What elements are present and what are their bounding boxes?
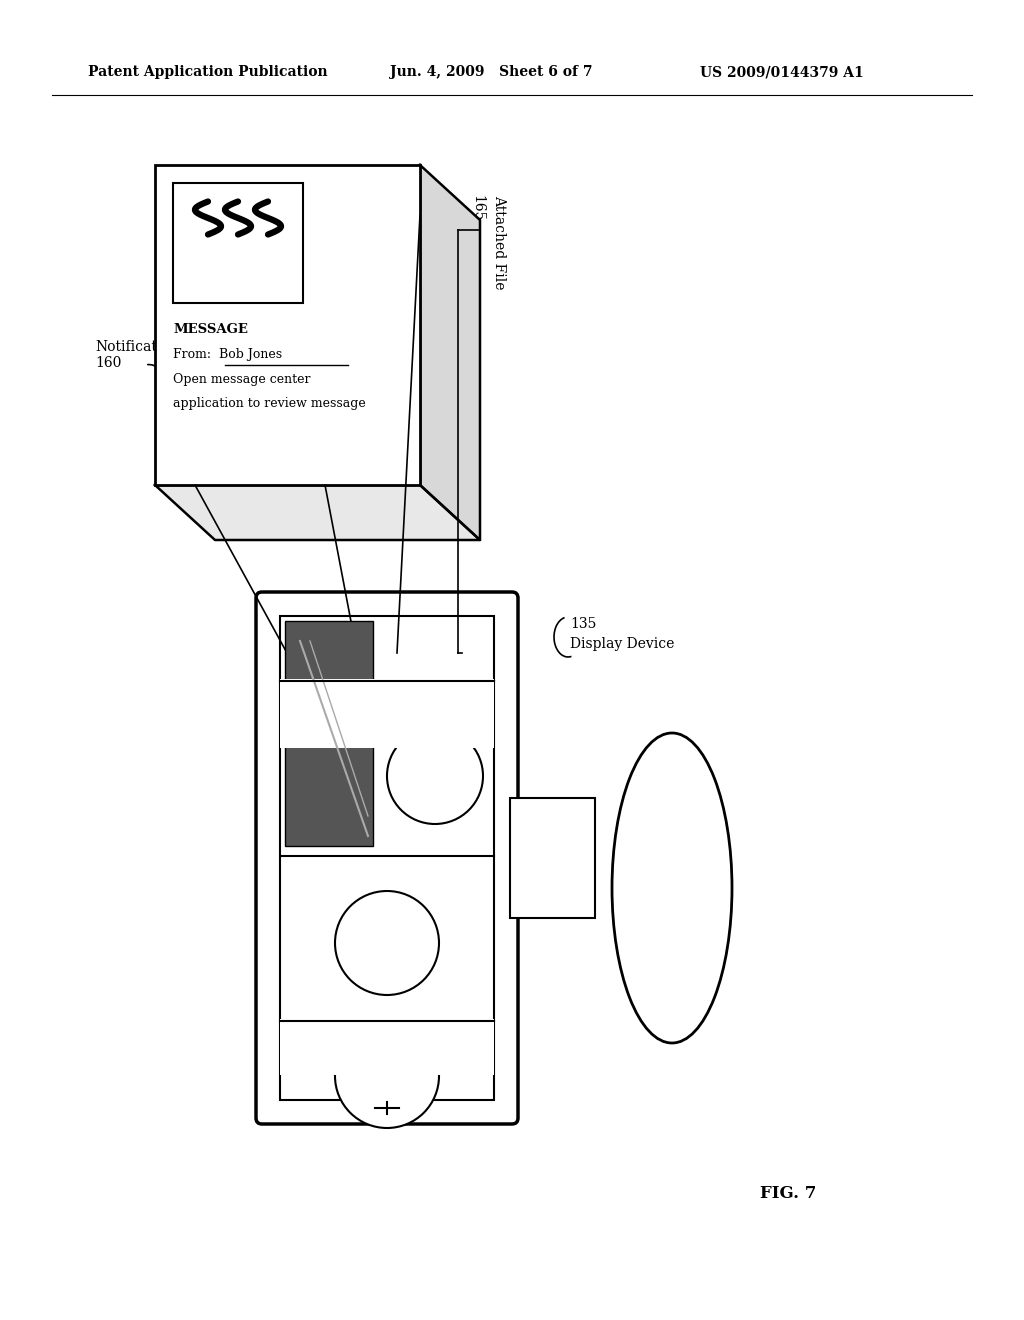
- Polygon shape: [155, 484, 480, 540]
- Ellipse shape: [612, 733, 732, 1043]
- Text: FIG. 7: FIG. 7: [760, 1185, 816, 1203]
- Text: Open message center: Open message center: [173, 374, 310, 385]
- Bar: [280, 616, 494, 1100]
- Text: Display Device: Display Device: [570, 638, 675, 651]
- Bar: [280, 1019, 494, 1074]
- Circle shape: [387, 729, 483, 824]
- Bar: [173, 183, 303, 304]
- Text: MESSAGE: MESSAGE: [173, 323, 248, 337]
- Text: From:  Bob Jones: From: Bob Jones: [173, 348, 283, 360]
- FancyBboxPatch shape: [256, 591, 518, 1125]
- Text: US 2009/0144379 A1: US 2009/0144379 A1: [700, 65, 864, 79]
- Text: Patent Application Publication: Patent Application Publication: [88, 65, 328, 79]
- Text: application to review message: application to review message: [173, 397, 366, 411]
- Text: 135: 135: [570, 616, 596, 631]
- Circle shape: [335, 891, 439, 995]
- Text: Jun. 4, 2009   Sheet 6 of 7: Jun. 4, 2009 Sheet 6 of 7: [390, 65, 593, 79]
- Circle shape: [335, 1024, 439, 1129]
- Bar: [285, 620, 373, 846]
- Text: Notification
160: Notification 160: [95, 341, 179, 370]
- Bar: [280, 678, 494, 748]
- Polygon shape: [420, 165, 480, 540]
- Bar: [155, 165, 420, 484]
- Text: 165: 165: [470, 195, 484, 222]
- Bar: [510, 799, 595, 917]
- Text: Attached File: Attached File: [492, 195, 506, 289]
